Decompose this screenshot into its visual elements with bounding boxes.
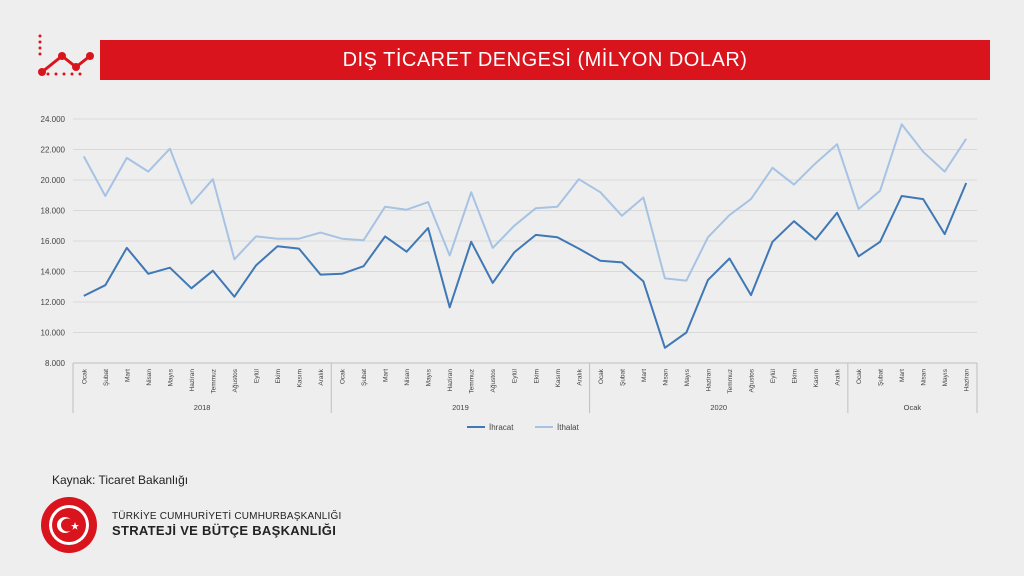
y-tick-label: 24.000 — [41, 115, 66, 124]
x-tick-label: Ekim — [533, 369, 540, 383]
x-tick-label: Ocak — [856, 368, 863, 384]
x-tick-label: Temmuz — [469, 369, 476, 394]
x-tick-label: Ağustos — [749, 368, 756, 392]
x-tick-label: Eylül — [770, 368, 777, 383]
x-tick-label: Mayıs — [426, 368, 433, 386]
x-tick-label: Kasım — [297, 369, 304, 387]
x-tick-label: Mart — [383, 369, 390, 382]
x-tick-label: Nisan — [146, 369, 153, 386]
chart-title-banner: DIŞ TİCARET DENGESİ (MİLYON DOLAR) — [100, 40, 990, 80]
x-tick-label: Kasım — [555, 369, 562, 387]
x-tick-label: Mayıs — [942, 368, 949, 386]
y-tick-label: 8.000 — [45, 359, 66, 368]
legend-label: İhracat — [489, 423, 514, 432]
x-tick-label: Aralık — [318, 368, 325, 385]
x-tick-label: Mayıs — [684, 368, 691, 386]
year-label: Ocak — [904, 403, 922, 412]
x-tick-label: Eylül — [253, 368, 260, 383]
x-tick-label: Ağustos — [232, 368, 239, 392]
x-tick-label: Nisan — [662, 369, 669, 386]
x-tick-label: Ocak — [598, 368, 605, 384]
x-tick-label: Mayıs — [167, 368, 174, 386]
x-tick-label: Şubat — [878, 369, 885, 386]
org-name-line1: TÜRKİYE CUMHURİYETİ CUMHURBAŞKANLIĞI — [112, 511, 342, 522]
x-tick-label: Mart — [641, 369, 648, 382]
x-tick-label: Nisan — [921, 369, 928, 386]
x-tick-label: Kasım — [813, 369, 820, 387]
y-tick-label: 18.000 — [41, 207, 66, 216]
seal-logo-icon — [41, 497, 97, 553]
y-tick-label: 16.000 — [41, 237, 66, 246]
x-tick-label: Mart — [899, 369, 906, 382]
x-tick-label: Haziran — [964, 369, 971, 392]
x-tick-label: Ekim — [792, 369, 799, 383]
x-tick-label: Haziran — [705, 369, 712, 392]
y-tick-label: 14.000 — [41, 268, 66, 277]
x-tick-label: Haziran — [189, 369, 196, 392]
y-tick-label: 10.000 — [41, 329, 66, 338]
x-tick-label: Aralık — [835, 368, 842, 385]
x-tick-label: Mart — [124, 369, 131, 382]
x-tick-label: Ekim — [275, 369, 282, 383]
x-tick-label: Ağustos — [490, 368, 497, 392]
x-tick-label: Aralık — [576, 368, 583, 385]
year-label: 2020 — [710, 403, 727, 412]
series-line-ihracat — [83, 182, 968, 349]
x-tick-label: Temmuz — [210, 369, 217, 394]
x-tick-label: Haziran — [447, 369, 454, 392]
trend-chart-icon — [38, 34, 94, 76]
y-tick-label: 12.000 — [41, 298, 66, 307]
x-tick-label: Eylül — [512, 368, 519, 383]
legend-label: İthalat — [557, 423, 580, 432]
y-tick-label: 20.000 — [41, 176, 66, 185]
x-tick-label: Nisan — [404, 369, 411, 386]
series-line-ithalat — [82, 123, 968, 282]
line-chart: 8.000 10.000 12.000 14.000 16.000 18.000 20.00… — [41, 115, 978, 432]
x-tick-label: Temmuz — [727, 369, 734, 394]
x-tick-label: Ocak — [340, 368, 347, 384]
year-label: 2019 — [452, 403, 469, 412]
source-note: Kaynak: Ticaret Bakanlığı — [52, 473, 189, 487]
x-tick-label: Şubat — [361, 369, 368, 386]
year-label: 2018 — [194, 403, 211, 412]
chart-title: DIŞ TİCARET DENGESİ (MİLYON DOLAR) — [342, 48, 748, 71]
y-tick-label: 22.000 — [41, 146, 66, 155]
org-name-line2: STRATEJİ VE BÜTÇE BAŞKANLIĞI — [112, 523, 337, 538]
x-tick-label: Şubat — [103, 369, 110, 386]
x-tick-label: Şubat — [619, 369, 626, 386]
x-tick-label: Ocak — [81, 368, 88, 384]
